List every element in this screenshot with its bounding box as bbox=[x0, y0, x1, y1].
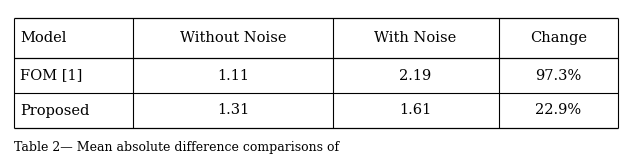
Text: Without Noise: Without Noise bbox=[180, 31, 286, 45]
Text: 1.31: 1.31 bbox=[217, 103, 249, 117]
Text: 97.3%: 97.3% bbox=[535, 69, 581, 82]
Text: 22.9%: 22.9% bbox=[535, 103, 581, 117]
Text: FOM [1]: FOM [1] bbox=[20, 69, 83, 82]
Text: Model: Model bbox=[20, 31, 67, 45]
Text: With Noise: With Noise bbox=[374, 31, 457, 45]
Text: Proposed: Proposed bbox=[20, 103, 90, 117]
Text: 1.11: 1.11 bbox=[217, 69, 249, 82]
Text: Table 2— Mean absolute difference comparisons of: Table 2— Mean absolute difference compar… bbox=[14, 141, 339, 155]
Text: 1.61: 1.61 bbox=[399, 103, 432, 117]
Text: Change: Change bbox=[530, 31, 587, 45]
Text: 2.19: 2.19 bbox=[399, 69, 432, 82]
